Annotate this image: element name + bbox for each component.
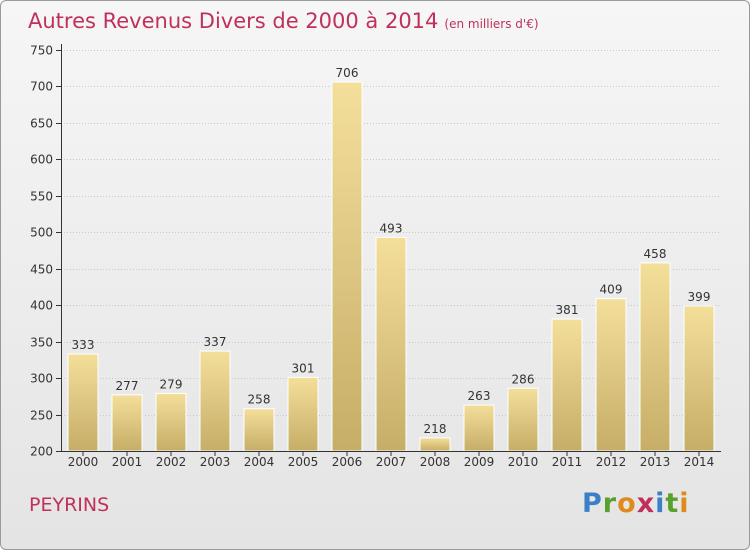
y-tick-label: 200 — [30, 445, 53, 459]
bar-value-label: 218 — [424, 422, 447, 436]
bar-value-label: 706 — [336, 66, 359, 80]
bar-value-label: 263 — [468, 389, 491, 403]
chart-title: Autres Revenus Divers de 2000 à 2014 (en … — [28, 9, 539, 33]
bar-value-label: 399 — [688, 290, 711, 304]
logo-letter: t — [665, 488, 680, 519]
y-tick-label: 600 — [30, 153, 53, 167]
bar-value-label: 333 — [72, 338, 95, 352]
bar — [507, 387, 539, 452]
x-tick-label: 2006 — [332, 455, 363, 469]
bar — [331, 81, 363, 452]
proxiti-logo: Proxiti — [582, 488, 690, 519]
x-tick-label: 2010 — [508, 455, 539, 469]
x-tick-label: 2007 — [376, 455, 407, 469]
y-tick-label: 250 — [30, 409, 53, 423]
chart-title-text: Autres Revenus Divers de 2000 à 2014 — [28, 9, 439, 33]
bar-value-label: 301 — [292, 361, 315, 375]
bar — [243, 408, 275, 452]
bar — [419, 437, 451, 452]
bar — [551, 318, 583, 452]
bar-value-label: 337 — [204, 335, 227, 349]
bar-value-label: 381 — [556, 303, 579, 317]
x-tick-label: 2001 — [112, 455, 143, 469]
bar-value-label: 409 — [600, 283, 623, 297]
logo-letter: i — [679, 488, 690, 519]
y-tick-label: 400 — [30, 299, 53, 313]
bar-value-label: 493 — [380, 221, 403, 235]
commune-name: PEYRINS — [29, 494, 110, 516]
bar — [639, 262, 671, 452]
y-tick-label: 500 — [30, 226, 53, 240]
bar — [595, 298, 627, 452]
y-tick-label: 450 — [30, 263, 53, 277]
x-tick-label: 2011 — [552, 455, 583, 469]
bar — [111, 394, 143, 452]
logo-letter: P — [582, 488, 603, 519]
y-tick-label: 300 — [30, 372, 53, 386]
axis-layer: 200 250 300 350 400 450 500 550 600 650 700 750 2000… — [30, 44, 721, 469]
logo-letter: r — [602, 488, 618, 519]
y-tick-label: 750 — [30, 44, 53, 58]
bar — [155, 392, 187, 452]
bar — [287, 376, 319, 452]
x-tick-label: 2000 — [68, 455, 99, 469]
x-tick-label: 2012 — [596, 455, 627, 469]
x-tick-label: 2009 — [464, 455, 495, 469]
x-tick-label: 2004 — [244, 455, 275, 469]
bar — [463, 404, 495, 452]
x-tick-label: 2005 — [288, 455, 319, 469]
logo-letter: o — [617, 488, 637, 519]
bar-layer: 333 277 279 337 258 301 706 493 218 263 286 381 409 4… — [67, 66, 715, 452]
bar-value-label: 286 — [512, 372, 535, 386]
bar — [67, 353, 99, 452]
y-tick-label: 550 — [30, 190, 53, 204]
x-tick-label: 2002 — [156, 455, 187, 469]
x-tick-label: 2014 — [684, 455, 715, 469]
y-tick-label: 700 — [30, 80, 53, 94]
chart-unit: (en milliers d'€) — [444, 17, 539, 31]
y-tick-label: 650 — [30, 117, 53, 131]
bar — [683, 305, 715, 452]
bar-value-label: 279 — [160, 377, 183, 391]
x-tick-label: 2008 — [420, 455, 451, 469]
bar-value-label: 458 — [644, 247, 667, 261]
logo-letter: i — [655, 488, 666, 519]
x-tick-label: 2003 — [200, 455, 231, 469]
x-tick-label: 2013 — [640, 455, 671, 469]
logo-letter: x — [636, 488, 656, 519]
bar-value-label: 258 — [248, 393, 271, 407]
bar — [375, 236, 407, 452]
bar-value-label: 277 — [116, 379, 139, 393]
bar — [199, 350, 231, 452]
y-tick-label: 350 — [30, 336, 53, 350]
